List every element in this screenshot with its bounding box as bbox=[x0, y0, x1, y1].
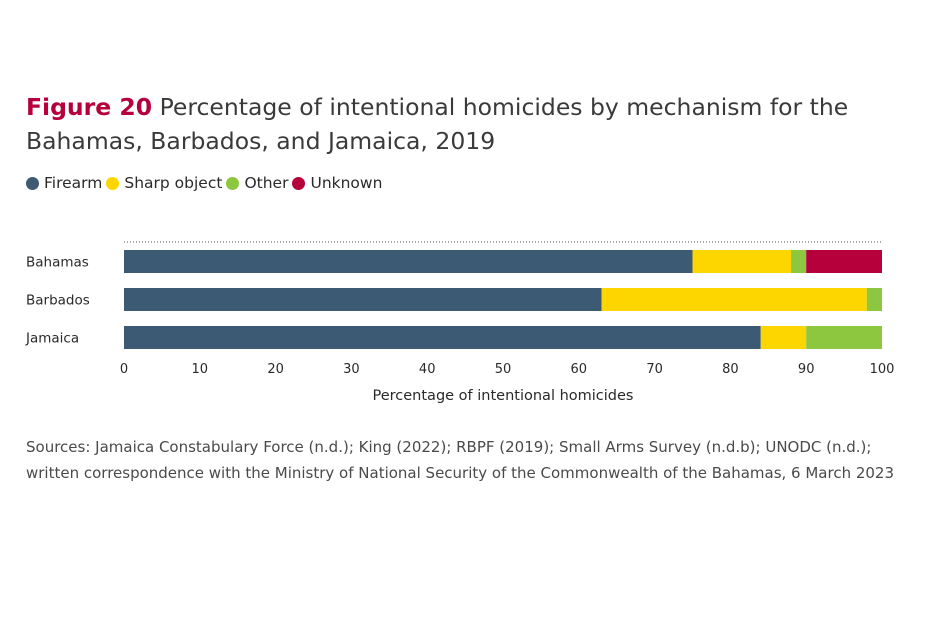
legend-label: Sharp object bbox=[124, 174, 223, 192]
legend-swatch-icon bbox=[226, 176, 240, 190]
category-label-bahamas: Bahamas bbox=[26, 255, 89, 271]
legend-label: Unknown bbox=[310, 174, 383, 192]
bar-segment-jamaica-other bbox=[806, 326, 882, 349]
x-tick-label: 100 bbox=[870, 362, 895, 377]
x-tick-label: 10 bbox=[192, 362, 209, 377]
chart-sources: Sources: Jamaica Constabulary Force (n.d… bbox=[26, 438, 895, 482]
bar-segment-barbados-other bbox=[866, 288, 882, 311]
figure-label: Figure 20 bbox=[26, 93, 153, 121]
bar-segment-jamaica-firearm bbox=[124, 326, 761, 349]
x-tick-label: 30 bbox=[343, 362, 360, 377]
chart-legend: Firearm Sharp object Other Unknown bbox=[26, 174, 386, 192]
x-tick-label: 40 bbox=[419, 362, 436, 377]
bar-segment-bahamas-unknown bbox=[806, 250, 882, 273]
legend-item-sharp-object: Sharp object bbox=[106, 174, 222, 192]
legend-item-firearm: Firearm bbox=[26, 174, 102, 192]
x-tick-label: 50 bbox=[495, 362, 512, 377]
x-tick-label: 0 bbox=[120, 362, 128, 377]
x-tick-label: 70 bbox=[646, 362, 663, 377]
bar-segment-barbados-firearm bbox=[124, 288, 602, 311]
bar-segment-bahamas-firearm bbox=[124, 250, 693, 273]
x-tick-label: 90 bbox=[798, 362, 815, 377]
figure-title-text: Percentage of intentional homicides by m… bbox=[26, 93, 849, 155]
stacked-bar-chart: Bahamas Barbados Jamaica 0 10 20 30 40 50 60 70 80 9… bbox=[25, 241, 895, 404]
x-tick-label: 20 bbox=[267, 362, 284, 377]
bar-segment-bahamas-sharp-object bbox=[692, 250, 792, 273]
bar-segment-jamaica-sharp-object bbox=[760, 326, 807, 349]
category-label-barbados: Barbados bbox=[26, 293, 90, 309]
bar-segment-bahamas-other bbox=[791, 250, 807, 273]
chart-title: Figure 20 Percentage of intentional homi… bbox=[26, 90, 906, 158]
category-label-jamaica: Jamaica bbox=[25, 331, 79, 347]
legend-label: Firearm bbox=[44, 174, 103, 192]
legend-swatch-icon bbox=[292, 176, 306, 190]
x-tick-label: 60 bbox=[571, 362, 588, 377]
legend-swatch-icon bbox=[106, 176, 120, 190]
legend-item-unknown: Unknown bbox=[292, 174, 382, 192]
x-axis-label: Percentage of intentional homicides bbox=[373, 388, 634, 404]
x-tick-label: 80 bbox=[722, 362, 739, 377]
bar-segment-barbados-sharp-object bbox=[601, 288, 867, 311]
legend-item-other: Other bbox=[226, 174, 288, 192]
legend-label: Other bbox=[244, 174, 289, 192]
legend-swatch-icon bbox=[26, 176, 39, 190]
